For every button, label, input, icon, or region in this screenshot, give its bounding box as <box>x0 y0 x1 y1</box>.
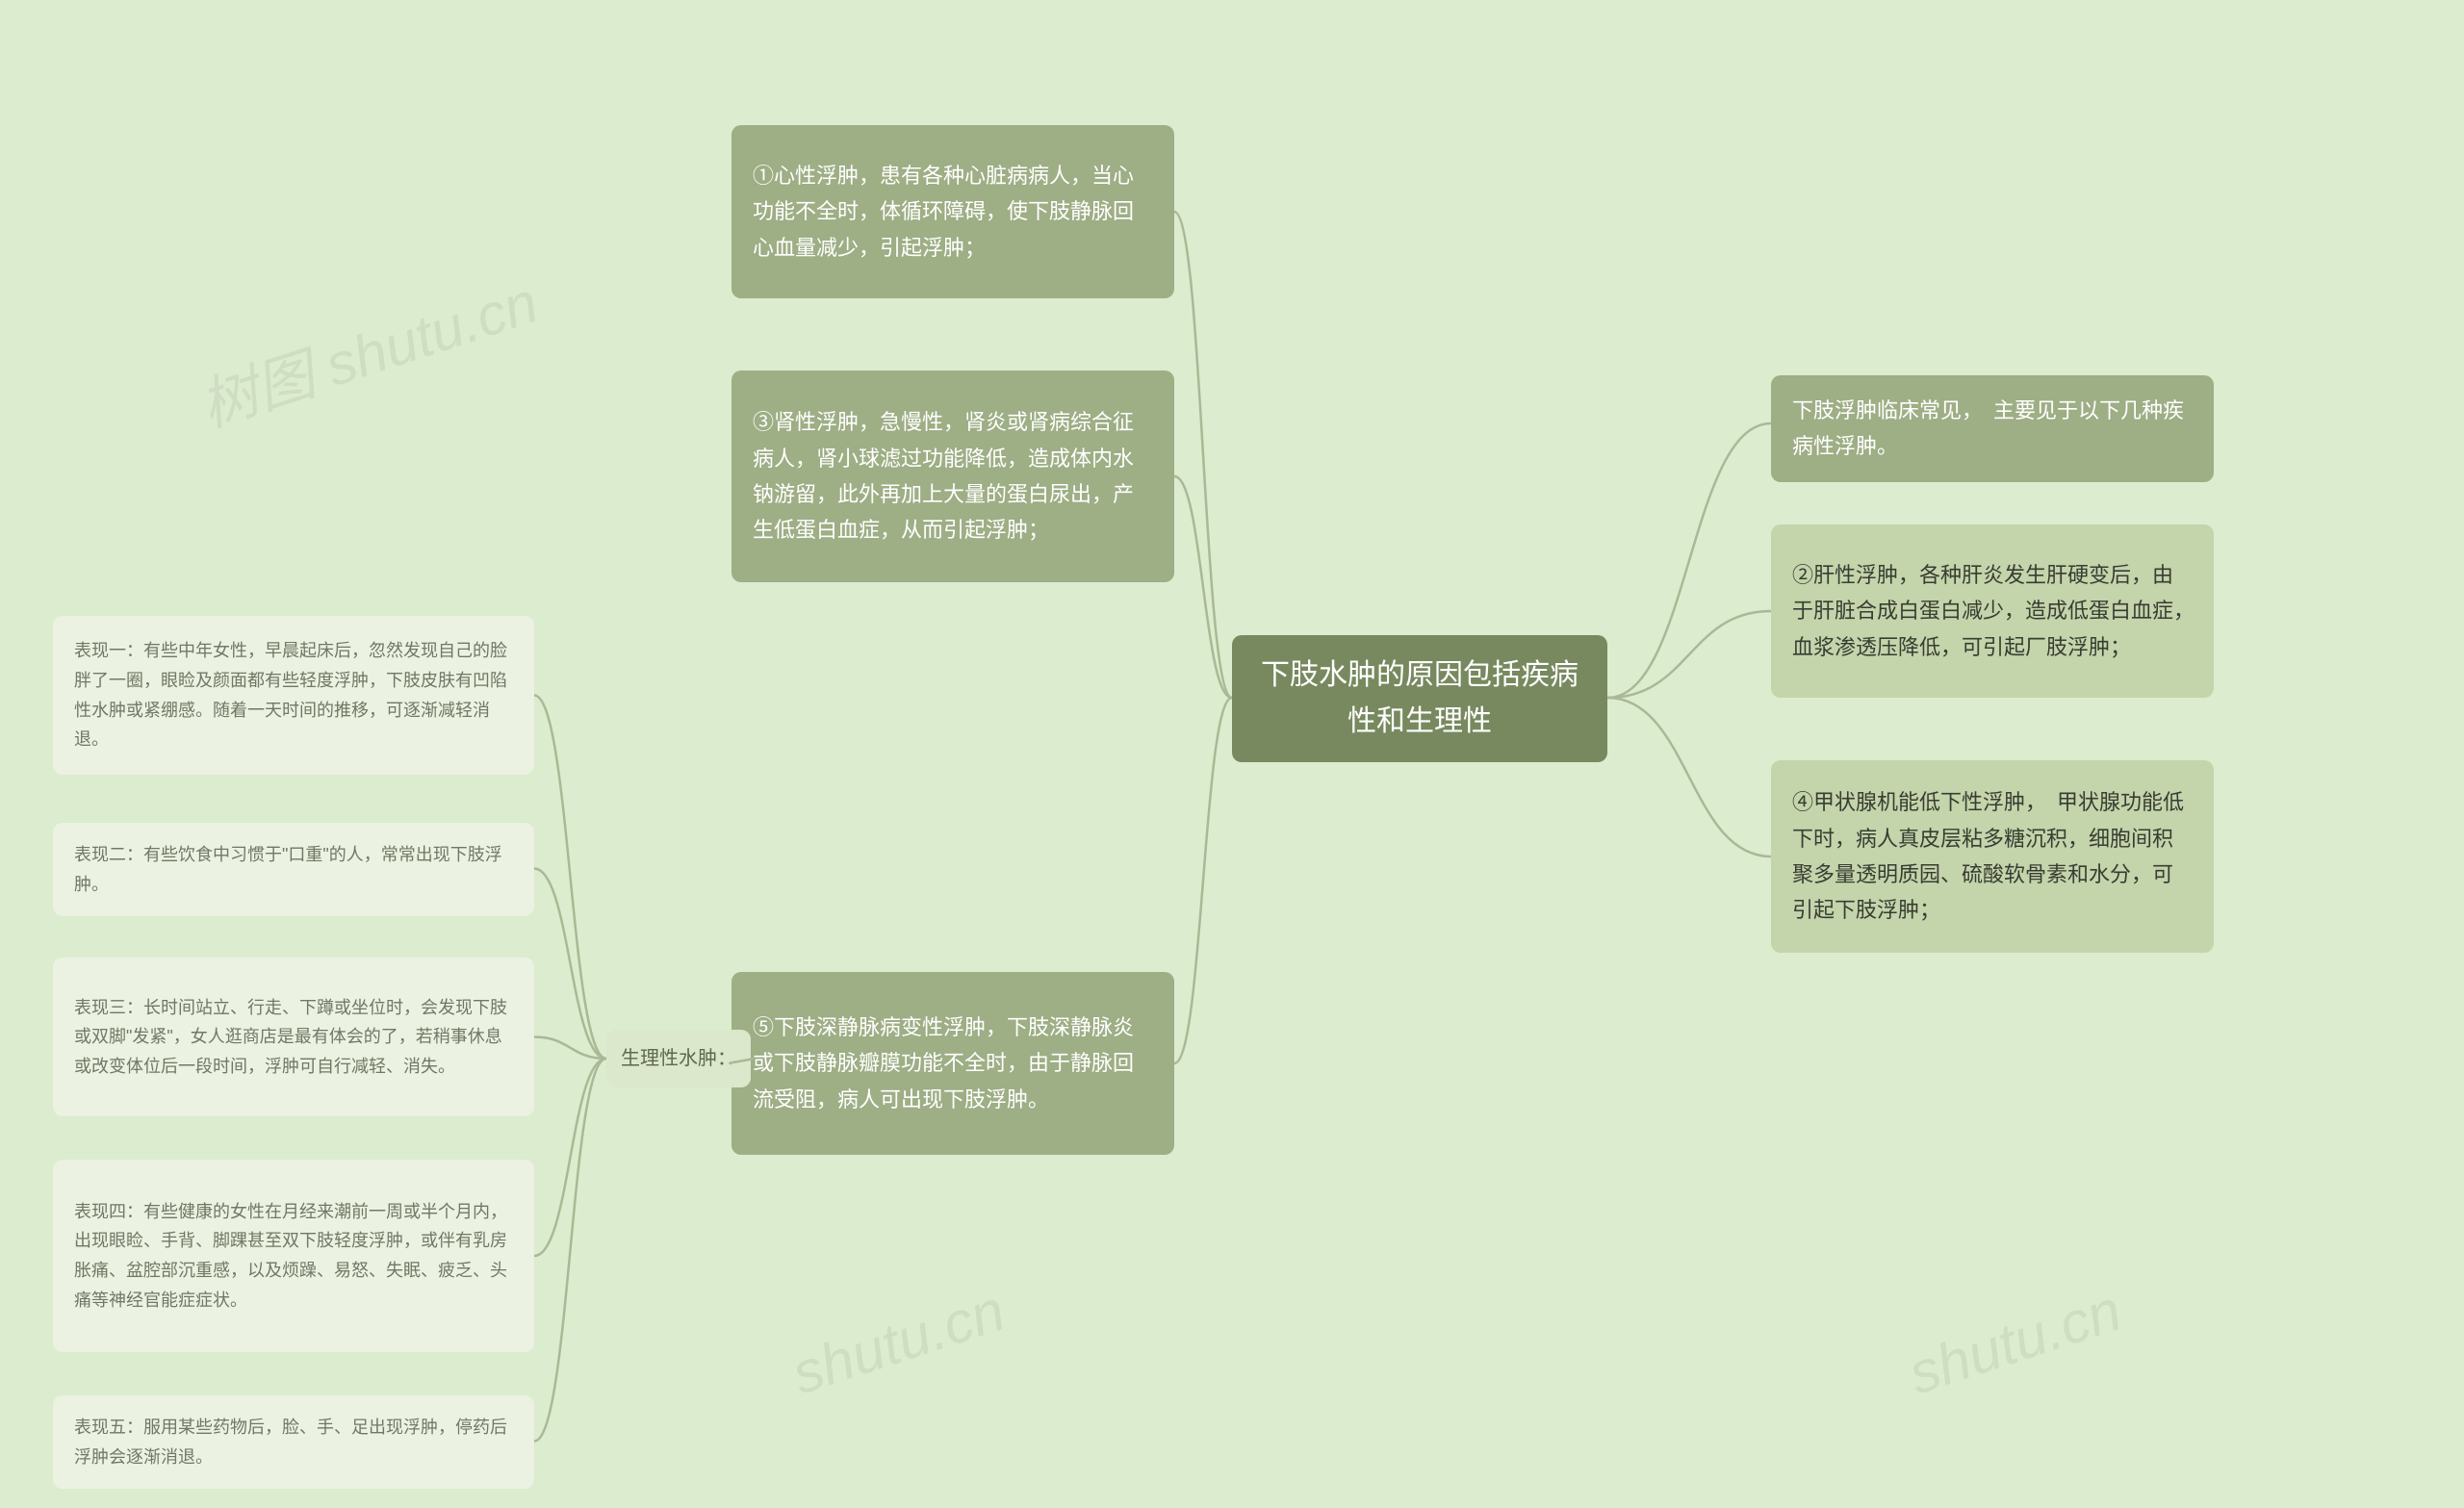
leaf-node-2: 表现三：长时间站立、行走、下蹲或坐位时，会发现下肢或双脚"发紧"，女人逛商店是最… <box>53 958 534 1116</box>
left-node-1: ③肾性浮肿，急慢性，肾炎或肾病综合征病人，肾小球滤过功能降低，造成体内水钠游留，… <box>732 371 1174 582</box>
physiological-label: 生理性水肿： <box>606 1030 751 1087</box>
right-node-1: ②肝性浮肿，各种肝炎发生肝硬变后，由于肝脏合成白蛋白减少，造成低蛋白血症， 血浆… <box>1771 524 2214 698</box>
left-node-2: ⑤下肢深静脉病变性浮肿，下肢深静脉炎或下肢静脉瓣膜功能不全时，由于静脉回流受阻，… <box>732 972 1174 1155</box>
right-node-0: 下肢浮肿临床常见， 主要见于以下几种疾病性浮肿。 <box>1771 375 2214 482</box>
watermark: shutu.cn <box>784 1277 1013 1408</box>
left-node-0: ①心性浮肿，患有各种心脏病病人，当心功能不全时，体循环障碍，使下肢静脉回心血量减… <box>732 125 1174 298</box>
leaf-node-0: 表现一：有些中年女性，早晨起床后，忽然发现自己的脸胖了一圈，眼睑及颜面都有些轻度… <box>53 616 534 775</box>
diagram-canvas: 下肢水肿的原因包括疾病性和生理性 下肢浮肿临床常见， 主要见于以下几种疾病性浮肿。… <box>0 0 2464 1508</box>
leaf-node-3: 表现四：有些健康的女性在月经来潮前一周或半个月内，出现眼睑、手背、脚踝甚至双下肢… <box>53 1160 534 1352</box>
watermark: 树图 shutu.cn <box>188 256 547 444</box>
leaf-node-1: 表现二：有些饮食中习惯于"口重"的人，常常出现下肢浮肿。 <box>53 823 534 916</box>
watermark: shutu.cn <box>1901 1277 2129 1408</box>
leaf-node-4: 表现五：服用某些药物后，脸、手、足出现浮肿，停药后浮肿会逐渐消退。 <box>53 1395 534 1489</box>
right-node-2: ④甲状腺机能低下性浮肿， 甲状腺功能低下时，病人真皮层粘多糖沉积，细胞间积聚多量… <box>1771 760 2214 953</box>
root-node: 下肢水肿的原因包括疾病性和生理性 <box>1232 635 1607 762</box>
